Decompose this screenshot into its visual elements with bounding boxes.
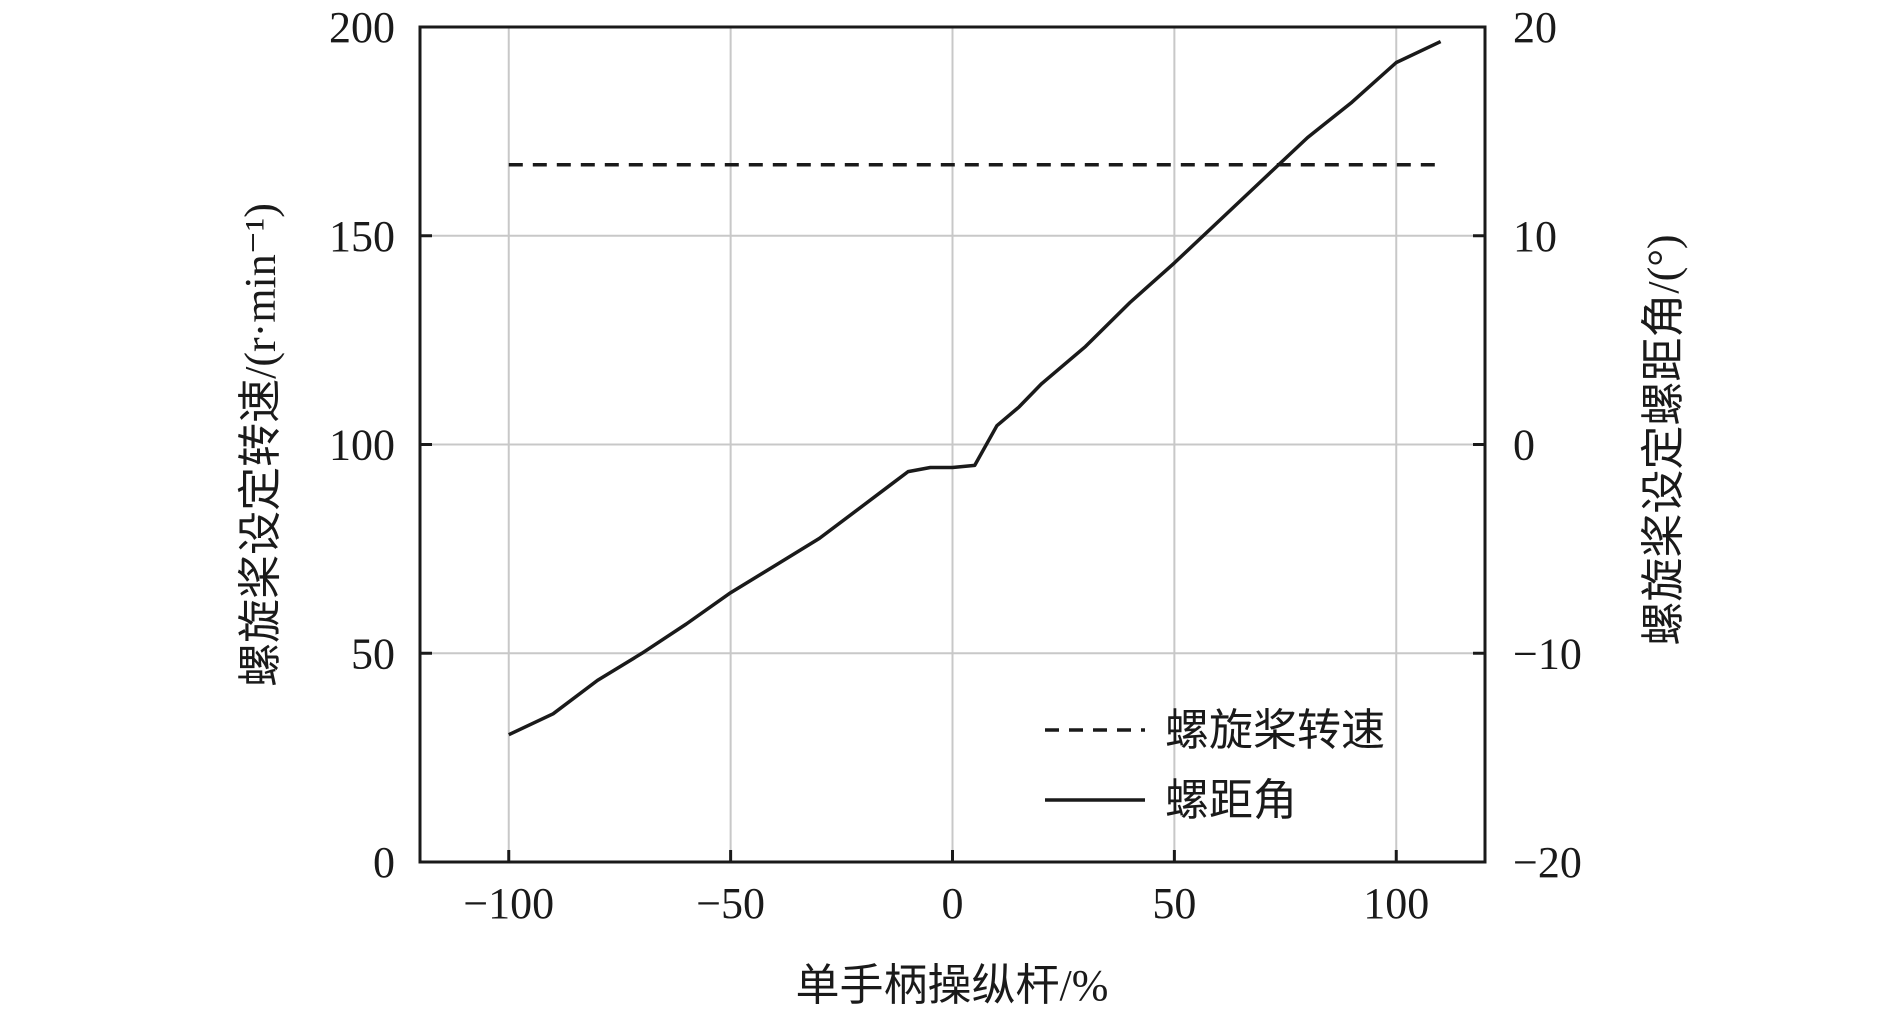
series-layer <box>508 40 1442 737</box>
x-tick-label: −100 <box>463 879 554 928</box>
y-right-tick-label: −20 <box>1513 838 1582 887</box>
tick-layer <box>420 25 1485 864</box>
y-left-tick-label: 50 <box>351 629 395 678</box>
y-right-tick-label: 0 <box>1513 421 1535 470</box>
y-right-tick-label: −10 <box>1513 629 1582 678</box>
y-right-tick-label: 20 <box>1513 3 1557 52</box>
series-line-pitch-angle <box>508 40 1442 737</box>
y-left-tick-label: 0 <box>373 838 395 887</box>
x-axis-title: 单手柄操纵杆/% <box>796 961 1109 1010</box>
x-tick-label: −50 <box>696 879 765 928</box>
legend: 螺旋桨转速 螺距角 <box>1045 706 1385 825</box>
y-left-tick-label: 100 <box>329 421 395 470</box>
y-right-tick-label: 10 <box>1513 212 1557 261</box>
y-left-tick-label: 200 <box>329 3 395 52</box>
legend-label-pitch-angle: 螺距角 <box>1165 776 1297 825</box>
x-tick-label: 0 <box>942 879 964 928</box>
legend-label-propeller-speed: 螺旋桨转速 <box>1165 706 1385 755</box>
y-axis-right-title: 螺旋桨设定螺距角/(°) <box>1639 234 1688 645</box>
y-left-tick-label: 150 <box>329 212 395 261</box>
x-tick-label: 50 <box>1152 879 1196 928</box>
y-axis-left-title: 螺旋桨设定转速/(r·min⁻¹) <box>236 203 285 687</box>
x-tick-label: 100 <box>1363 879 1429 928</box>
